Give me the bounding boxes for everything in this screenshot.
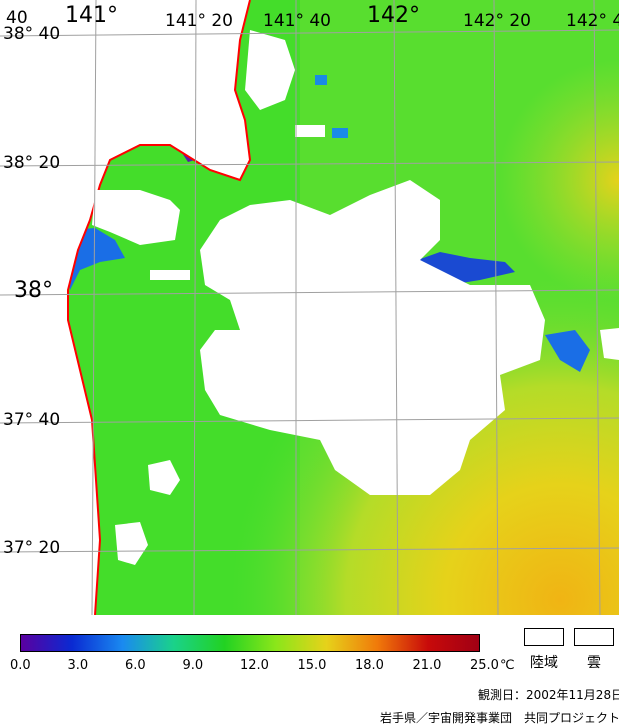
- lat-label-38-20: 38° 20: [3, 153, 61, 173]
- colorbar-tick-label: 15.0: [297, 658, 327, 673]
- cloud-east: [600, 328, 619, 360]
- lat-label-37-40: 37° 40: [3, 410, 61, 430]
- land-honshu: [0, 0, 250, 615]
- colorbar-tick-label: 0.0: [10, 658, 31, 673]
- colorbar-tick-label: 21.0: [412, 658, 442, 673]
- temperature-colorbar: [20, 634, 480, 652]
- colorbar-tick-label: 3.0: [67, 658, 89, 673]
- colorbar-tick-label: 18.0: [355, 658, 384, 673]
- cold-water-north-2: [332, 128, 348, 138]
- credit-text: 岩手県／宇宙開発事業団 共同プロジェクト: [380, 711, 619, 725]
- cloud-small-4: [115, 522, 148, 565]
- cloud-legend-swatch: [574, 628, 614, 646]
- lon-label-140-40: 40: [6, 8, 28, 28]
- sea-surface-temperature-map: [0, 0, 619, 615]
- lat-label-38: 38°: [14, 278, 53, 303]
- lon-label-141-20: 141° 20: [165, 11, 233, 31]
- lon-label-142: 142°: [367, 3, 420, 28]
- cloud-central: [200, 180, 545, 495]
- colorbar-unit: ℃: [500, 658, 515, 673]
- observation-date: 観測日：2002年11月28日: [478, 688, 619, 702]
- colorbar-tick-label: 9.0: [182, 658, 204, 673]
- coastline: [67, 0, 252, 615]
- lon-label-142-40: 142° 4: [566, 11, 619, 31]
- graticule: [0, 0, 619, 615]
- cloud-small-1: [150, 270, 190, 280]
- colorbar-tick-label: 12.0: [240, 658, 269, 673]
- cloud-small-2: [295, 125, 325, 137]
- cold-water-east: [545, 330, 590, 372]
- land-legend-swatch: [524, 628, 564, 646]
- lon-label-141: 141°: [65, 3, 118, 28]
- cloud-north: [245, 30, 295, 110]
- cloud-legend-label: 雲: [587, 655, 601, 671]
- lon-label-142-20: 142° 20: [463, 11, 531, 31]
- cold-water-north: [315, 75, 327, 85]
- lon-label-141-40: 141° 40: [263, 11, 331, 31]
- colorbar-tick-label: 6.0: [125, 658, 146, 673]
- lat-label-37-20: 37° 20: [3, 538, 61, 558]
- land-legend-label: 陸域: [530, 655, 558, 671]
- colorbar-tick-label: 25.0: [470, 658, 499, 673]
- cloud-west-bay: [92, 190, 180, 245]
- cloud-small-3: [148, 460, 180, 495]
- lat-label-38-40: 38° 40: [3, 24, 61, 44]
